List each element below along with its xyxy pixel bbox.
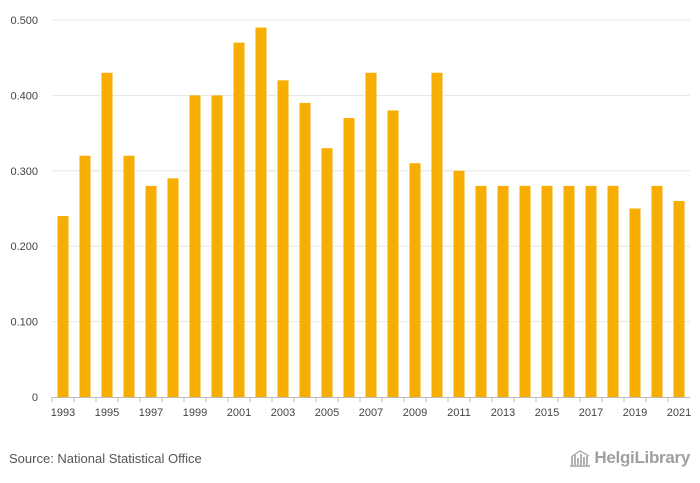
bars <box>57 27 685 398</box>
bar-2010[interactable] <box>431 72 443 397</box>
x-tick-label: 1995 <box>95 407 119 419</box>
bar-1999[interactable] <box>189 95 201 398</box>
y-tick-label: 0.500 <box>10 15 38 27</box>
x-tick-label: 2011 <box>447 407 471 419</box>
bar-1995[interactable] <box>101 72 113 397</box>
library-icon <box>570 450 591 467</box>
bar-2012[interactable] <box>475 185 487 397</box>
bar-2002[interactable] <box>255 27 267 397</box>
x-tick-label: 2019 <box>623 407 647 419</box>
bar-1993[interactable] <box>57 216 69 397</box>
y-axis-ticks: 0 0.100 0.200 0.300 0.400 0.500 <box>10 15 38 404</box>
x-axis-ticks: 1993 1995 1997 1999 2001 2003 2005 2007 2009 2011… <box>51 397 691 419</box>
y-tick-label: 0.300 <box>10 166 38 178</box>
bar-2006[interactable] <box>343 118 355 398</box>
x-tick-label: 2007 <box>359 407 383 419</box>
bar-2016[interactable] <box>563 185 575 397</box>
bar-1994[interactable] <box>79 155 91 397</box>
bar-2005[interactable] <box>321 148 333 397</box>
bar-2011[interactable] <box>453 170 465 397</box>
x-tick-label: 2001 <box>227 407 251 419</box>
y-tick-label: 0.100 <box>10 317 38 329</box>
x-tick-label: 2003 <box>271 407 295 419</box>
logo-text: HelgiLibrary <box>594 448 690 467</box>
bar-2008[interactable] <box>387 110 399 397</box>
bar-2017[interactable] <box>585 185 597 397</box>
bar-2000[interactable] <box>211 95 223 398</box>
x-tick-label: 2013 <box>491 407 515 419</box>
helgilibrary-logo[interactable]: HelgiLibrary <box>569 448 690 468</box>
y-tick-label: 0.200 <box>10 241 38 253</box>
bar-2021[interactable] <box>673 200 685 397</box>
bar-2004[interactable] <box>299 102 311 397</box>
x-tick-label: 1997 <box>139 407 163 419</box>
source-note: Source: National Statistical Office <box>9 451 202 466</box>
x-tick-label: 1993 <box>51 407 75 419</box>
bar-1997[interactable] <box>145 185 157 397</box>
x-tick-label: 2015 <box>535 407 559 419</box>
bar-1996[interactable] <box>123 155 135 397</box>
bar-2009[interactable] <box>409 163 421 397</box>
x-tick-label: 2021 <box>667 407 691 419</box>
x-tick-label: 2009 <box>403 407 427 419</box>
bar-2019[interactable] <box>629 208 641 398</box>
bar-2018[interactable] <box>607 185 619 397</box>
x-tick-label: 2005 <box>315 407 339 419</box>
y-tick-label: 0 <box>32 392 38 404</box>
x-tick-label: 1999 <box>183 407 207 419</box>
bar-1998[interactable] <box>167 178 179 397</box>
bar-2007[interactable] <box>365 72 377 397</box>
bar-2014[interactable] <box>519 185 531 397</box>
bar-2001[interactable] <box>233 42 245 398</box>
x-tick-label: 2017 <box>579 407 603 419</box>
y-tick-label: 0.400 <box>10 90 38 102</box>
bar-2015[interactable] <box>541 185 553 397</box>
bar-2020[interactable] <box>651 185 663 397</box>
bar-2003[interactable] <box>277 80 289 397</box>
bar-2013[interactable] <box>497 185 509 397</box>
chart-footer: Source: National Statistical Office Helg… <box>0 438 700 483</box>
